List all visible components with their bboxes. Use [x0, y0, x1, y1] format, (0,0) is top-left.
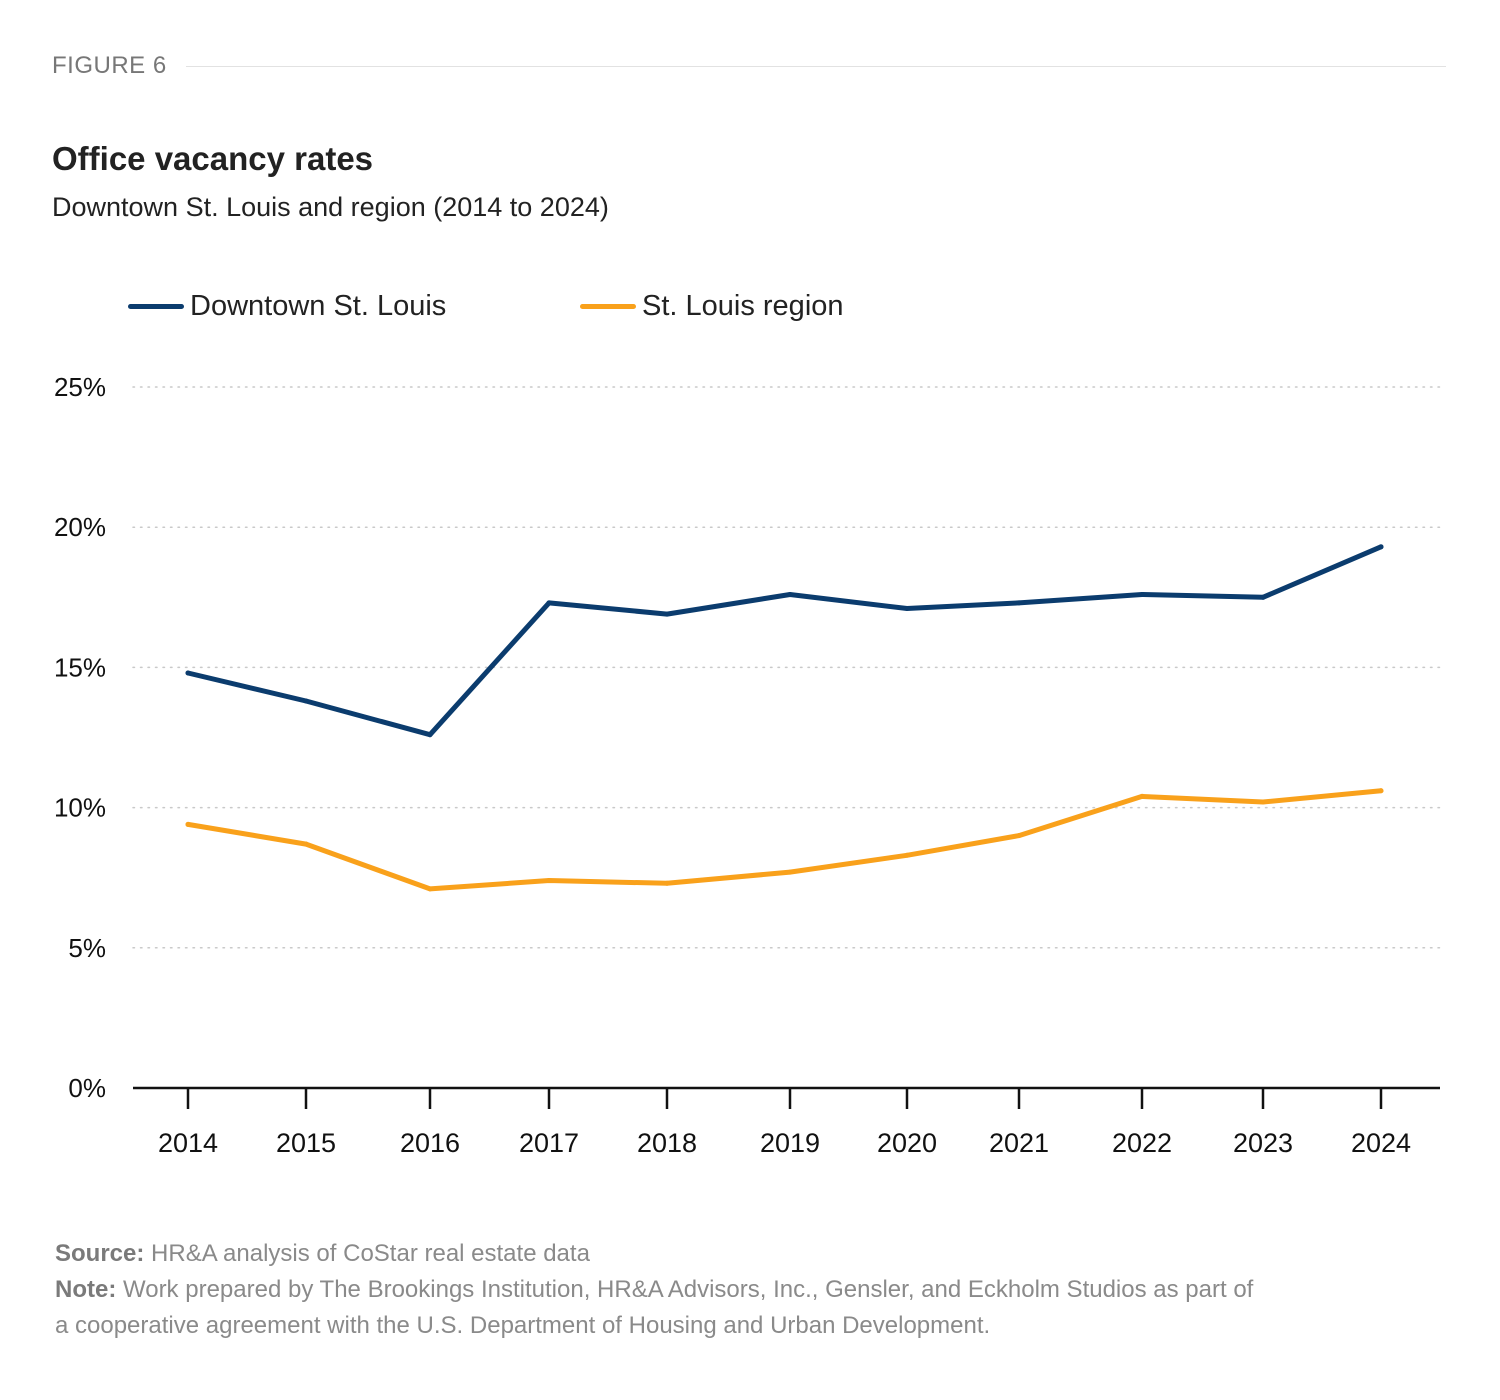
y-tick-label-5: 5% — [68, 933, 106, 963]
source-label: Source: — [55, 1240, 145, 1267]
x-tick-label-2024: 2024 — [1351, 1128, 1411, 1158]
note-text-2: a cooperative agreement with the U.S. De… — [55, 1312, 991, 1339]
note-line-2: a cooperative agreement with the U.S. De… — [55, 1308, 990, 1344]
series-line-region — [185, 788, 1384, 892]
data-point-region-2024 — [1378, 788, 1384, 794]
data-point-region-2022 — [1139, 793, 1145, 799]
x-tick-label-2022: 2022 — [1112, 1128, 1172, 1158]
data-point-downtown-2017 — [546, 600, 552, 606]
legend-label-region: St. Louis region — [642, 290, 844, 322]
legend-label-downtown: Downtown St. Louis — [190, 290, 447, 322]
data-point-downtown-2016 — [427, 732, 433, 738]
data-point-region-2014 — [185, 821, 191, 827]
data-point-downtown-2021 — [1016, 600, 1022, 606]
data-point-downtown-2014 — [185, 670, 191, 676]
figure-label: FIGURE 6 — [52, 52, 167, 79]
line-chart: 0% 5% 10% 15% 20% 25% 2014 2015 2016 2017 2018 2019… — [54, 372, 1441, 1158]
x-tick-label-2023: 2023 — [1233, 1128, 1293, 1158]
data-point-region-2015 — [303, 841, 309, 847]
note-line: Note: Work prepared by The Brookings Ins… — [55, 1272, 1253, 1308]
x-tick-label-2015: 2015 — [276, 1128, 336, 1158]
legend-item-region: St. Louis region — [580, 290, 844, 323]
y-tick-label-0: 0% — [68, 1073, 106, 1103]
data-point-downtown-2024 — [1378, 544, 1384, 550]
source-text: HR&A analysis of CoStar real estate data — [151, 1240, 590, 1267]
y-tick-label-10: 10% — [54, 793, 106, 823]
y-tick-label-25: 25% — [54, 372, 106, 402]
y-tick-label-20: 20% — [54, 512, 106, 542]
data-point-region-2019 — [787, 869, 793, 875]
y-tick-label-15: 15% — [54, 652, 106, 682]
legend-swatch-region — [580, 304, 636, 309]
figure-divider — [186, 66, 1446, 67]
x-tick-label-2021: 2021 — [989, 1128, 1049, 1158]
note-text-1: Work prepared by The Brookings Instituti… — [123, 1276, 1254, 1303]
legend-item-downtown: Downtown St. Louis — [128, 290, 446, 323]
note-label: Note: — [55, 1276, 117, 1303]
data-point-downtown-2020 — [904, 606, 910, 612]
data-point-region-2020 — [904, 852, 910, 858]
data-point-region-2017 — [546, 878, 552, 884]
legend-swatch-downtown — [128, 304, 184, 309]
x-tick-label-2020: 2020 — [877, 1128, 937, 1158]
source-line: Source: HR&A analysis of CoStar real est… — [55, 1236, 590, 1272]
x-tick-label-2014: 2014 — [158, 1128, 218, 1158]
data-point-downtown-2018 — [664, 611, 670, 617]
x-tick-label-2019: 2019 — [760, 1128, 820, 1158]
data-point-downtown-2019 — [787, 591, 793, 597]
series-line-downtown — [185, 544, 1384, 738]
x-tick-label-2017: 2017 — [519, 1128, 579, 1158]
data-point-downtown-2023 — [1260, 594, 1266, 600]
data-point-region-2016 — [427, 886, 433, 892]
data-point-region-2023 — [1260, 799, 1266, 805]
x-tick-label-2018: 2018 — [637, 1128, 697, 1158]
x-tick-label-2016: 2016 — [400, 1128, 460, 1158]
data-point-downtown-2015 — [303, 698, 309, 704]
data-point-downtown-2022 — [1139, 591, 1145, 597]
data-point-region-2018 — [664, 880, 670, 886]
chart-subtitle: Downtown St. Louis and region (2014 to 2… — [52, 192, 609, 222]
chart-title: Office vacancy rates — [52, 140, 374, 177]
data-point-region-2021 — [1016, 833, 1022, 839]
